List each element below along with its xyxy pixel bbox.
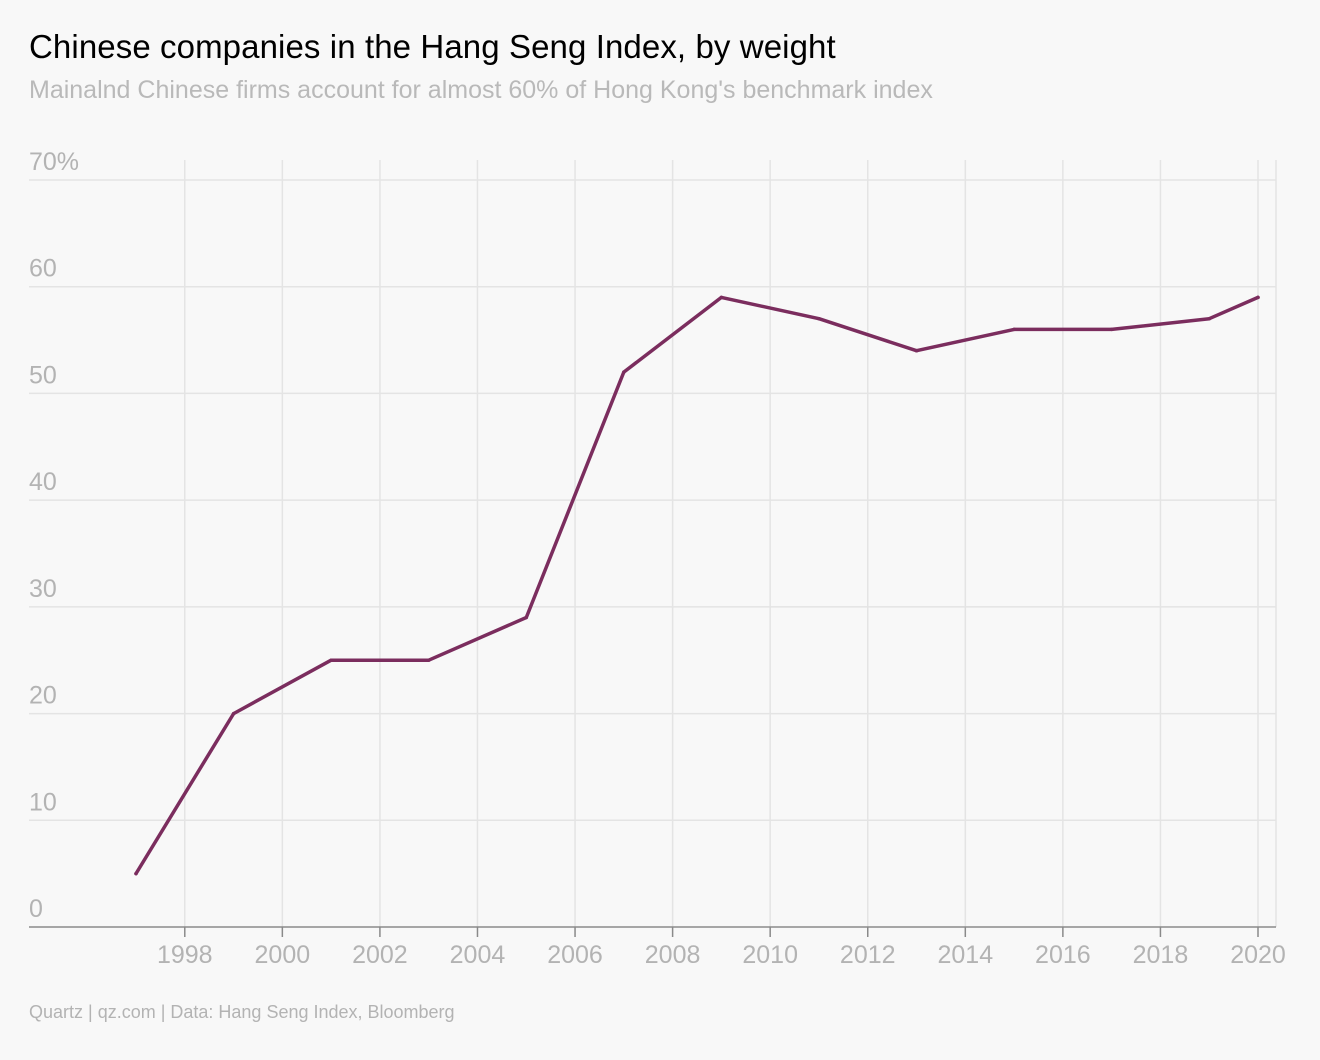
data-point-2020: [1256, 295, 1260, 300]
x-tick-label-2016: 2016: [1035, 941, 1091, 969]
data-point-2007: [622, 370, 626, 374]
x-tick-label-1998: 1998: [157, 941, 213, 969]
series-line-0: [134, 295, 1260, 876]
series-layer: [134, 295, 1260, 876]
data-point-2003: [426, 658, 431, 662]
x-tick-label-2006: 2006: [547, 941, 603, 969]
source-footer: Quartz | qz.com | Data: Hang Seng Index,…: [29, 1002, 455, 1022]
x-tick-label-2008: 2008: [645, 941, 701, 969]
y-tick-label-40: 40: [29, 468, 57, 496]
y-tick-label-20: 20: [29, 682, 57, 710]
chart-title: Chinese companies in the Hang Seng Index…: [29, 28, 836, 65]
x-tick-label-2018: 2018: [1133, 941, 1189, 969]
y-tick-label-60: 60: [29, 255, 57, 283]
x-tick-label-2004: 2004: [450, 941, 506, 969]
data-point-2001: [329, 658, 333, 662]
x-tick-label-2002: 2002: [352, 941, 408, 969]
chart-subtitle: Mainalnd Chinese firms account for almos…: [29, 76, 933, 104]
data-point-1997: [134, 871, 138, 876]
x-tick-label-2000: 2000: [255, 941, 311, 969]
data-point-2011: [817, 316, 821, 321]
y-tick-label-70: 70%: [29, 148, 79, 176]
x-tick-label-2014: 2014: [937, 941, 993, 969]
y-tick-label-30: 30: [29, 575, 57, 603]
data-point-2013: [914, 348, 919, 353]
data-point-1999: [231, 711, 236, 716]
data-point-2009: [719, 295, 724, 300]
x-tick-label-2010: 2010: [742, 941, 798, 969]
data-point-2017: [1109, 327, 1114, 332]
y-tick-label-0: 0: [29, 895, 43, 923]
x-tick-label-2020: 2020: [1230, 941, 1286, 969]
data-point-2019: [1207, 316, 1211, 321]
y-tick-label-10: 10: [29, 788, 57, 816]
axis-layer: 1998 2000 2002 2004 2006 2008 2010 2012 2014 2016…: [29, 148, 1286, 969]
grid-layer: [29, 160, 1277, 927]
x-tick-label-2012: 2012: [840, 941, 896, 969]
data-point-2015: [1012, 327, 1016, 332]
data-point-2005: [524, 615, 529, 620]
y-tick-label-50: 50: [29, 361, 57, 389]
